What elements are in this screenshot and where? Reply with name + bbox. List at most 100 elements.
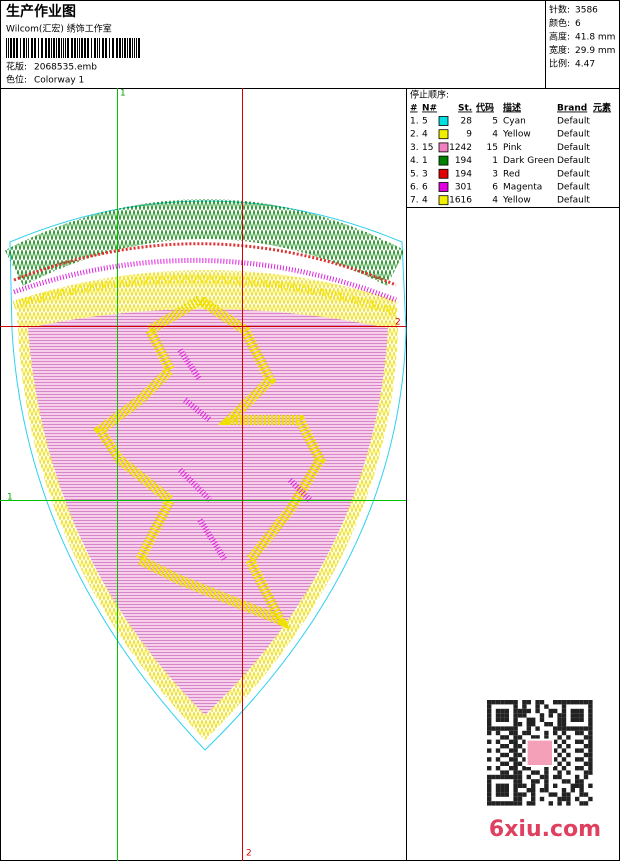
bar-stripe: [10, 38, 12, 58]
qr-cell: [579, 792, 584, 797]
row-desc: Yellow: [502, 196, 531, 206]
qr-cell: [526, 774, 531, 780]
qr-cell: [570, 788, 575, 793]
qr-cell: [548, 801, 553, 806]
qr-cell: [588, 722, 593, 727]
qr-cell: [513, 700, 518, 705]
qr-cell: [566, 770, 571, 775]
design-file: 2068535.emb: [34, 63, 97, 73]
qr-cell: [570, 708, 575, 714]
qr-cell: [500, 735, 505, 740]
qr-cell: [513, 792, 518, 797]
table-title: 停止顺序:: [410, 89, 449, 101]
qr-cell: [513, 735, 518, 740]
qr-cell: [513, 744, 518, 749]
row-code: 4: [492, 130, 498, 140]
qr-cell: [579, 801, 584, 806]
bar-stripe: [8, 38, 9, 58]
row-brand: Default: [557, 183, 590, 193]
row-stitches: 9: [466, 130, 472, 140]
qr-cell: [566, 752, 571, 758]
qr-cell: [504, 770, 509, 775]
row-brand: Default: [557, 196, 590, 206]
qr-cell: [495, 713, 501, 718]
bar-stripe: [34, 38, 36, 58]
qr-cell: [561, 779, 567, 784]
qr-cell: [579, 700, 584, 705]
qr-cell: [557, 726, 562, 731]
qr-cell: [513, 788, 518, 793]
qr-cell: [526, 788, 531, 793]
qr-cell: [500, 708, 505, 714]
qr-cell: [531, 735, 536, 740]
qr-cell: [495, 757, 501, 762]
qr-cell: [504, 752, 509, 758]
qr-cell: [566, 796, 571, 802]
qr-cell: [513, 774, 518, 780]
qr-cell: [526, 726, 531, 731]
bar-stripe: [26, 38, 27, 58]
qr-cell: [583, 700, 589, 705]
qr-cell: [513, 730, 518, 736]
qr-cell: [500, 717, 505, 722]
row-num: 6.: [410, 183, 419, 193]
qr-cell: [557, 713, 562, 718]
qr-cell: [522, 739, 527, 744]
qr-cell: [575, 739, 580, 744]
qr-cell: [517, 796, 523, 802]
qr-cell: [495, 788, 501, 793]
row-desc: Pink: [503, 143, 522, 153]
qr-cell: [500, 726, 505, 731]
qr-cell: [513, 752, 518, 758]
qr-cell: [531, 783, 536, 788]
qr-cell: [557, 735, 562, 740]
qr-cell: [588, 757, 593, 762]
colorway: Colorway 1: [34, 76, 84, 86]
qr-cell: [575, 796, 580, 802]
qr-cell: [566, 801, 571, 806]
qr-cell: [539, 796, 545, 802]
qr-cell: [513, 713, 518, 718]
qr-cell: [513, 770, 518, 775]
qr-cell: [531, 779, 536, 784]
qr-cell: [557, 774, 562, 780]
row-brand: Default: [557, 117, 590, 127]
row-desc: Yellow: [502, 130, 531, 140]
qr-cell: [487, 774, 492, 780]
qr-cell: [583, 744, 589, 749]
qr-cell: [566, 735, 571, 740]
row-desc: Dark Green: [503, 156, 554, 166]
qr-cell: [579, 783, 584, 788]
qr-cell: [561, 708, 567, 714]
qr-cell: [588, 761, 593, 766]
qr-cell: [522, 783, 527, 788]
qr-cell: [570, 700, 575, 705]
column-header: Brand: [557, 104, 587, 114]
color-swatch: [438, 168, 449, 179]
bar-stripe: [116, 38, 118, 58]
qr-cell: [500, 744, 505, 749]
qr-cell: [544, 730, 549, 736]
qr-cell: [588, 748, 593, 753]
qr-cell: [487, 788, 492, 793]
column-header: St.: [458, 104, 472, 114]
qr-cell: [575, 708, 580, 714]
qr-cell: [588, 766, 593, 771]
row-desc: Magenta: [503, 183, 542, 193]
qr-cell: [504, 717, 509, 722]
bar-stripe: [84, 38, 86, 58]
qr-cell: [544, 779, 549, 784]
qr-cell: [531, 796, 536, 802]
qr-cell: [487, 796, 492, 802]
qr-cell: [495, 801, 501, 806]
bar-stripe: [65, 38, 66, 58]
qr-cell: [513, 748, 518, 753]
qr-cell: [517, 735, 523, 740]
qr-cell: [509, 700, 514, 705]
qr-cell: [553, 766, 558, 771]
qr-cell: [553, 700, 558, 705]
qr-cell: [583, 801, 589, 806]
qr-cell: [544, 766, 549, 771]
bar-stripe: [48, 38, 50, 58]
qr-cell: [548, 722, 553, 727]
